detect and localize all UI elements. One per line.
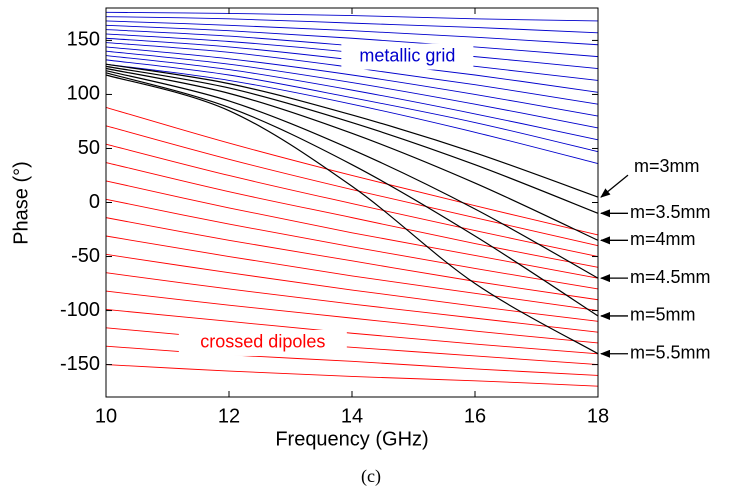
series-line [105, 55, 599, 141]
series-line [105, 11, 599, 22]
label-arrow [600, 174, 629, 198]
annotation-background [341, 43, 474, 70]
y-tick-label: -50 [71, 245, 100, 267]
series-label: m=5.5mm [630, 343, 711, 363]
series-line [105, 235, 599, 312]
annotation: metallic grid [359, 45, 455, 65]
series-line [105, 74, 599, 355]
series-line [105, 63, 599, 198]
annotation-background [178, 329, 347, 356]
series-line [105, 162, 599, 268]
series-line [105, 125, 599, 247]
caption: (c) [361, 466, 381, 487]
x-tick-label: 14 [341, 405, 363, 427]
series-line [105, 46, 599, 117]
annotation: crossed dipoles [200, 332, 325, 352]
series-line [105, 16, 599, 34]
series-line [105, 24, 599, 58]
series-line [105, 143, 599, 257]
series-line [105, 50, 599, 129]
series-line [105, 67, 599, 241]
y-tick-label: 50 [78, 137, 100, 159]
y-tick-label: -150 [60, 353, 100, 375]
x-tick-label: 10 [95, 405, 117, 427]
series-line [105, 65, 599, 214]
series-line [105, 309, 599, 355]
x-tick-label: 18 [587, 405, 609, 427]
series-line [105, 198, 599, 290]
series-line [105, 72, 599, 317]
series-line [105, 63, 599, 165]
x-tick-label: 12 [218, 405, 240, 427]
series-line [105, 217, 599, 301]
y-axis-label: Phase (°) [10, 161, 32, 245]
series-line [105, 70, 599, 279]
series-line [105, 106, 599, 236]
series-line [105, 253, 599, 322]
series-label: m=4mm [630, 229, 696, 249]
y-tick-label: 100 [67, 83, 100, 105]
series-label: m=4.5mm [630, 267, 711, 287]
y-tick-label: -100 [60, 299, 100, 321]
x-tick-label: 16 [464, 405, 486, 427]
series-line [105, 20, 599, 46]
y-tick-label: 0 [89, 191, 100, 213]
series-line [105, 272, 599, 333]
series-line [105, 290, 599, 344]
series-line [105, 364, 599, 387]
series-line [105, 59, 599, 153]
x-axis-label: Frequency (GHz) [275, 428, 428, 450]
series-label: m=3.5mm [630, 202, 711, 222]
series-label: m=5mm [630, 305, 696, 325]
y-tick-label: 150 [67, 29, 100, 51]
series-line [105, 180, 599, 279]
series-label: m=3mm [634, 156, 700, 176]
